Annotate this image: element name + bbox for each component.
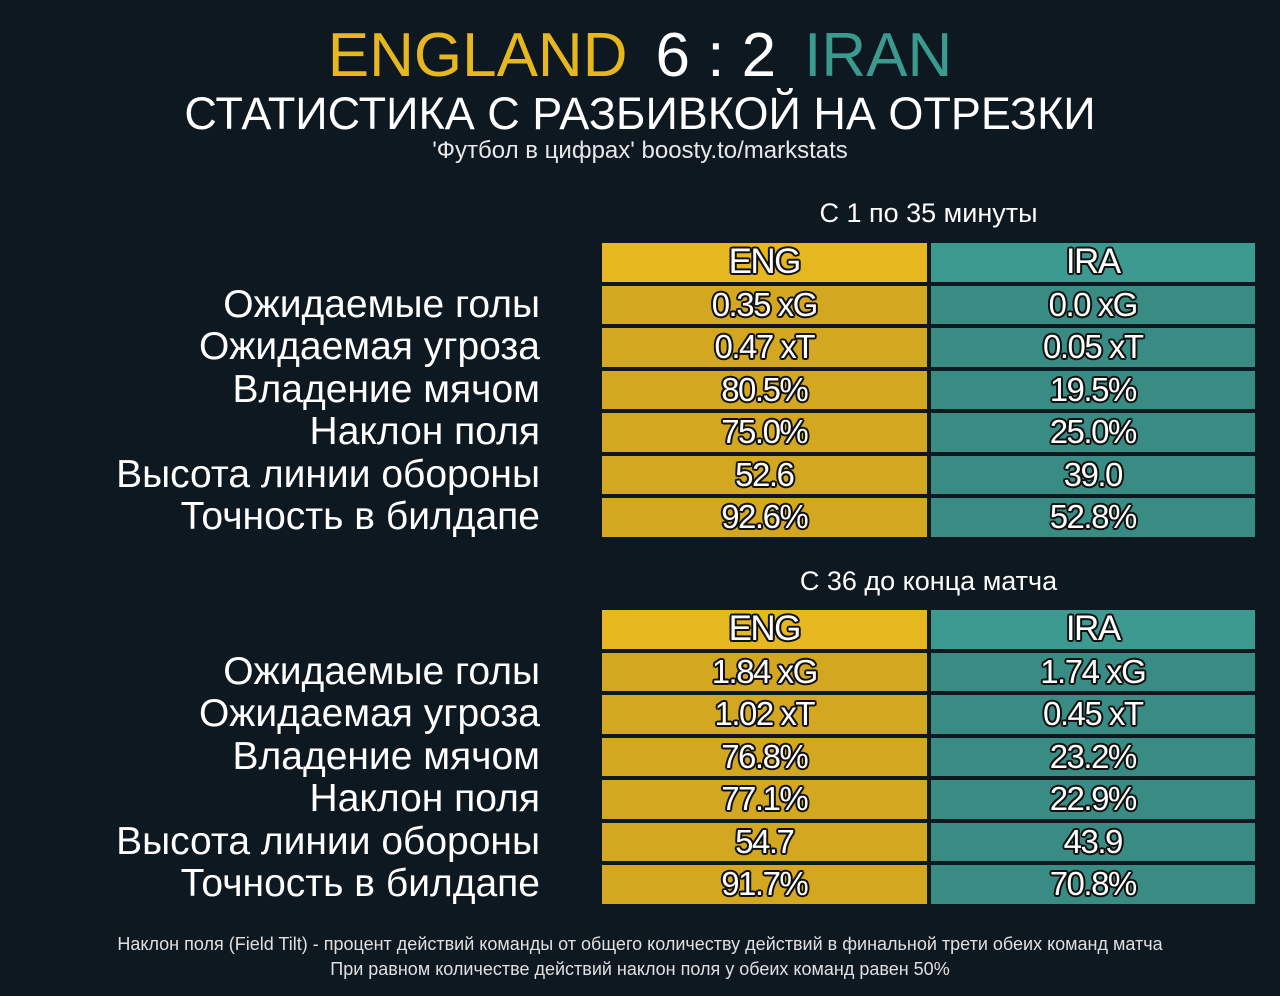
table-row: 80.5% 19.5%	[600, 368, 1257, 411]
metric-labels: Ожидаемые голы Ожидаемая угроза Владение м…	[0, 649, 540, 906]
metric-label: Ожидаемые голы	[223, 282, 540, 326]
home-value: 54.7	[600, 820, 929, 863]
away-value: 0.45 xT	[928, 693, 1257, 736]
away-value: 23.2%	[928, 735, 1257, 778]
table-row: 0.35 xG 0.0 xG	[600, 283, 1257, 326]
metric-label: Ожидаемые голы	[223, 649, 540, 693]
table-row: 52.6 39.0	[600, 453, 1257, 496]
home-value: 80.5%	[600, 368, 929, 411]
table-row: 76.8% 23.2%	[600, 735, 1257, 778]
header-away: IRA	[928, 241, 1257, 284]
metric-label: Владение мячом	[232, 367, 540, 411]
table-row: 1.84 xG 1.74 xG	[600, 650, 1257, 693]
table-row: 54.7 43.9	[600, 820, 1257, 863]
away-value: 43.9	[928, 820, 1257, 863]
home-value: 0.47 xT	[600, 326, 929, 369]
metric-label: Точность в билдапе	[180, 495, 540, 538]
metric-label: Высота линии обороны	[116, 819, 540, 863]
away-team-name: IRAN	[804, 21, 953, 90]
table-row: 75.0% 25.0%	[600, 411, 1257, 454]
score: 6 : 2	[655, 21, 777, 90]
metric-label: Ожидаемая угроза	[198, 692, 540, 735]
home-value: 91.7%	[600, 863, 929, 906]
table-header: ENG IRA	[600, 608, 1257, 651]
metric-label: Ожидаемая угроза	[198, 325, 540, 368]
away-value: 39.0	[928, 453, 1257, 496]
metric-label: Высота линии обороны	[116, 452, 540, 496]
footnote-line-1: Наклон поля (Field Tilt) - процент дейст…	[117, 934, 1163, 954]
table-row: 1.02 xT 0.45 xT	[600, 693, 1257, 736]
header-home: ENG	[600, 241, 929, 284]
credit: 'Футбол в цифрах' boosty.to/markstats	[432, 137, 848, 164]
away-value: 52.8%	[928, 496, 1257, 539]
metric-label: Точность в билдапе	[180, 862, 540, 905]
table-row: 77.1% 22.9%	[600, 778, 1257, 821]
metric-label: Наклон поля	[309, 777, 540, 820]
table-header: ENG IRA	[600, 241, 1257, 284]
away-value: 0.0 xG	[928, 283, 1257, 326]
table-row: 0.47 xT 0.05 xT	[600, 326, 1257, 369]
home-value: 75.0%	[600, 411, 929, 454]
footnote-line-2: При равном количестве действий наклон по…	[330, 959, 950, 979]
metric-label: Владение мячом	[232, 734, 540, 778]
subtitle: СТАТИСТИКА С РАЗБИВКОЙ НА ОТРЕЗКИ	[184, 88, 1096, 139]
header-home: ENG	[600, 608, 929, 651]
match-title: ENGLAND 6 : 2 IRAN	[0, 20, 1280, 92]
home-value: 76.8%	[600, 735, 929, 778]
away-value: 22.9%	[928, 778, 1257, 821]
header-away: IRA	[928, 608, 1257, 651]
away-value: 19.5%	[928, 368, 1257, 411]
table-row: 91.7% 70.8%	[600, 863, 1257, 906]
stats-table: ENG IRA 1.84 xG 1.74 xG 1.02 xT 0.45 xT 76.8% 2…	[600, 608, 1257, 906]
footnote: Наклон поля (Field Tilt) - процент дейст…	[0, 932, 1280, 982]
away-value: 1.74 xG	[928, 650, 1257, 693]
section-title: С 1 по 35 минуты	[819, 198, 1038, 228]
metric-labels: Ожидаемые голы Ожидаемая угроза Владение м…	[0, 282, 540, 539]
home-value: 0.35 xG	[600, 283, 929, 326]
home-value: 77.1%	[600, 778, 929, 821]
section-title: С 36 до конца матча	[799, 566, 1058, 596]
home-team-name: ENGLAND	[327, 21, 628, 90]
home-value: 52.6	[600, 453, 929, 496]
metric-label: Наклон поля	[309, 410, 540, 453]
away-value: 70.8%	[928, 863, 1257, 906]
home-value: 1.02 xT	[600, 693, 929, 736]
away-value: 25.0%	[928, 411, 1257, 454]
away-value: 0.05 xT	[928, 326, 1257, 369]
stats-table: ENG IRA 0.35 xG 0.0 xG 0.47 xT 0.05 xT 80.5% 19…	[600, 241, 1257, 539]
table-row: 92.6% 52.8%	[600, 496, 1257, 539]
home-value: 1.84 xG	[600, 650, 929, 693]
home-value: 92.6%	[600, 496, 929, 539]
